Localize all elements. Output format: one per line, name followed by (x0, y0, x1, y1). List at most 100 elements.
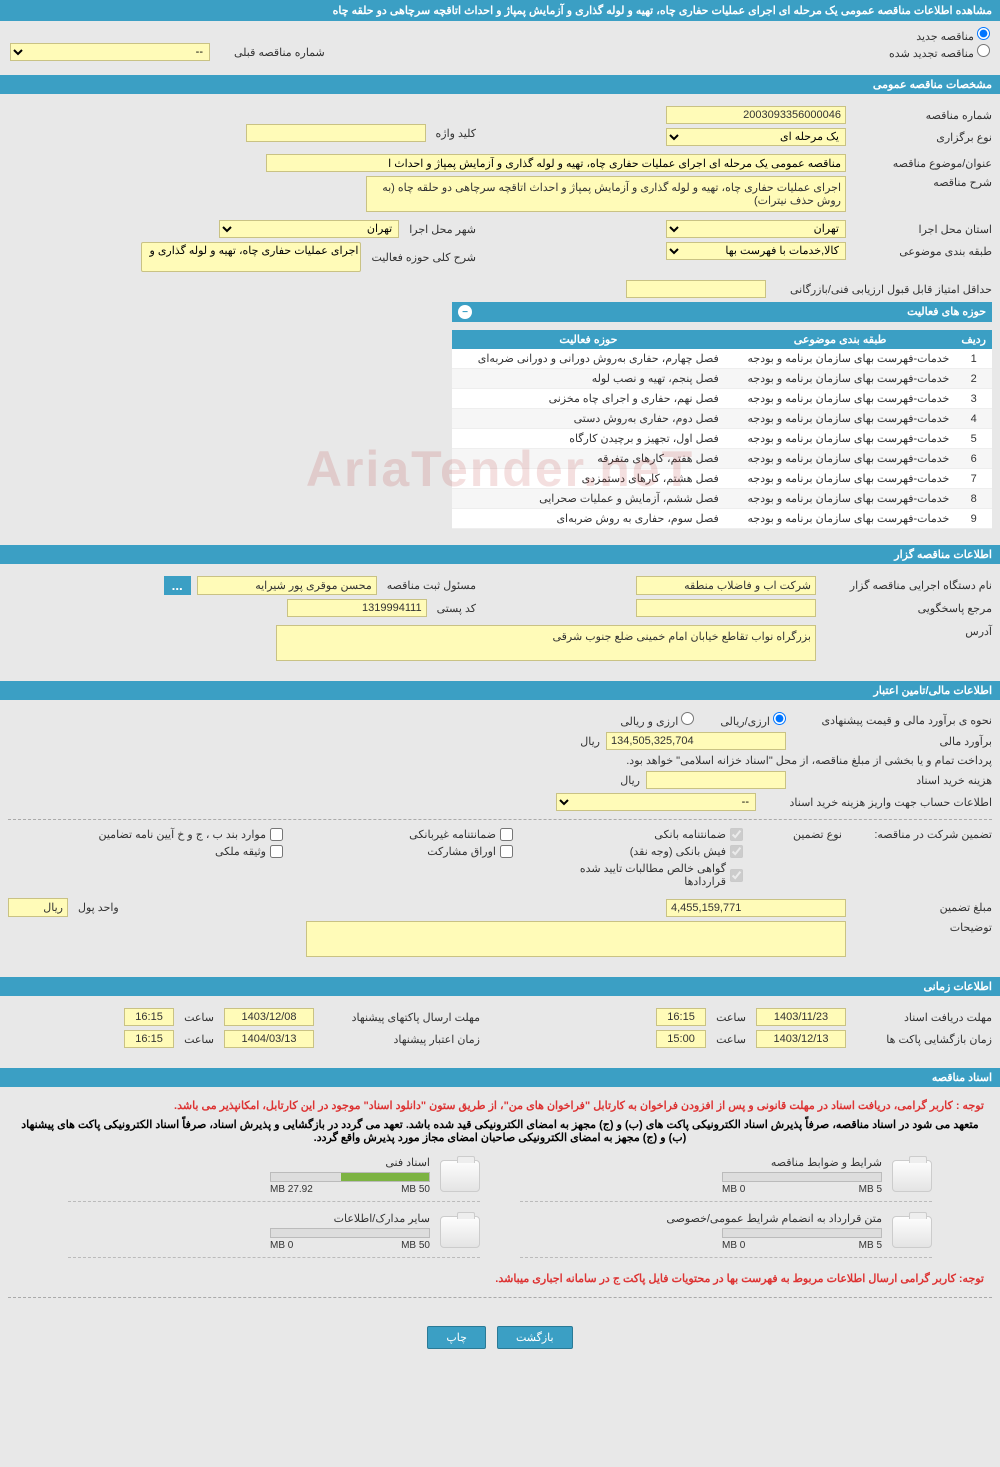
table-row: 8خدمات-فهرست بهای سازمان برنامه و بودجهف… (452, 489, 992, 509)
table-row: 2خدمات-فهرست بهای سازمان برنامه و بودجهف… (452, 369, 992, 389)
min-score-label: حداقل امتیاز قابل قبول ارزیابی فنی/بازرگ… (772, 283, 992, 296)
table-row: 5خدمات-فهرست بهای سازمان برنامه و بودجهف… (452, 429, 992, 449)
keyword-input[interactable] (246, 124, 426, 142)
chk-net-claims[interactable]: گواهی خالص مطالبات تایید شده قراردادها (543, 862, 743, 888)
estimate-label: برآورد مالی (792, 735, 992, 748)
postal-label: کد پستی (433, 602, 480, 615)
table-row: 1خدمات-فهرست بهای سازمان برنامه و بودجهف… (452, 349, 992, 369)
unit-label: واحد پول (74, 901, 123, 914)
folder-icon (892, 1216, 932, 1248)
collapse-icon[interactable]: − (458, 305, 472, 319)
doc-title: اسناد فنی (68, 1156, 430, 1169)
activity-scope-select[interactable]: اجرای عملیات حفاری چاه، تهیه و لوله گذار… (141, 242, 361, 272)
col-scope: حوزه فعالیت (452, 330, 725, 349)
separator (8, 819, 992, 820)
doc-item[interactable]: متن قرارداد به انضمام شرایط عمومی/خصوصی … (520, 1212, 932, 1258)
city-select[interactable]: تهران (219, 220, 399, 238)
postal-value: 1319994111 (287, 599, 427, 617)
account-select[interactable]: -- (556, 793, 756, 811)
chk-participation-bonds[interactable]: اوراق مشارکت (313, 845, 513, 858)
back-button[interactable]: بازگشت (497, 1326, 573, 1349)
category-select[interactable]: کالا,خدمات با فهرست بها (666, 242, 846, 260)
activity-panel-title: حوزه های فعالیت (907, 305, 986, 319)
prev-number-select[interactable]: -- (10, 43, 210, 61)
print-button[interactable]: چاپ (427, 1326, 486, 1349)
subject-input[interactable] (266, 154, 846, 172)
section-timing: اطلاعات زمانی (0, 977, 1000, 996)
progress-bar (722, 1172, 882, 1182)
table-row: 6خدمات-فهرست بهای سازمان برنامه و بودجهف… (452, 449, 992, 469)
city-label: شهر محل اجرا (405, 223, 480, 236)
responder-input[interactable] (636, 599, 816, 617)
opening-label: زمان بازگشایی پاکت ها (852, 1033, 992, 1046)
send-deadline-time: 16:15 (124, 1008, 174, 1026)
folder-icon (440, 1160, 480, 1192)
guarantee-amount-label: مبلغ تضمین (852, 901, 992, 914)
docs-notice-3: توجه: کاربر گرامی ارسال اطلاعات مربوط به… (8, 1268, 992, 1289)
send-deadline-date: 1403/12/08 (224, 1008, 314, 1026)
chk-property-doc[interactable]: وثیقه ملکی (83, 845, 283, 858)
validity-date: 1404/03/13 (224, 1030, 314, 1048)
guarantee-label: تضمین شرکت در مناقصه: (852, 828, 992, 841)
tender-mode-radios: مناقصه جدید مناقصه تجدید شده شماره مناقص… (0, 21, 1000, 67)
doc-size: 50 MB0 MB (270, 1240, 430, 1251)
table-row: 9خدمات-فهرست بهای سازمان برنامه و بودجهف… (452, 509, 992, 529)
guarantee-type-label: نوع تضمین (789, 828, 846, 841)
method-opt2[interactable]: ارزی و ریالی (620, 712, 694, 728)
desc-label: شرح مناقصه (852, 176, 992, 189)
doc-item[interactable]: سایر مدارک/اطلاعات 50 MB0 MB (68, 1212, 480, 1258)
estimate-value: 134,505,325,704 (606, 732, 786, 750)
folder-icon (440, 1216, 480, 1248)
org-value: شرکت اب و فاضلاب منطقه (636, 576, 816, 595)
section-financial: اطلاعات مالی/تامین اعتبار (0, 681, 1000, 700)
validity-label: زمان اعتبار پیشنهاد (320, 1033, 480, 1046)
currency-label-2: ریال (620, 774, 640, 787)
category-label: طبقه بندی موضوعی (852, 245, 992, 258)
activity-scope-label: شرح کلی حوزه فعالیت (367, 251, 480, 264)
progress-bar (722, 1228, 882, 1238)
radio-new[interactable]: مناقصه جدید (916, 31, 990, 43)
currency-label: ریال (580, 735, 600, 748)
chk-bank-receipt[interactable]: فیش بانکی (وجه نقد) (543, 845, 743, 858)
activity-table: ردیف طبقه بندی موضوعی حوزه فعالیت 1خدمات… (452, 330, 992, 529)
min-score-input[interactable] (626, 280, 766, 298)
address-label: آدرس (822, 625, 992, 638)
remarks-textarea[interactable] (306, 921, 846, 957)
doc-title: متن قرارداد به انضمام شرایط عمومی/خصوصی (520, 1212, 882, 1225)
doc-item[interactable]: شرایط و ضوابط مناقصه 5 MB0 MB (520, 1156, 932, 1202)
doc-item[interactable]: اسناد فنی 50 MB27.92 MB (68, 1156, 480, 1202)
progress-bar (270, 1228, 430, 1238)
doc-size: 50 MB27.92 MB (270, 1184, 430, 1195)
time-label-3: ساعت (180, 1011, 218, 1024)
prev-number-label: شماره مناقصه قبلی (230, 46, 329, 59)
validity-time: 16:15 (124, 1030, 174, 1048)
doc-cost-label: هزینه خرید اسناد (792, 774, 992, 787)
doc-title: شرایط و ضوابط مناقصه (520, 1156, 882, 1169)
doc-cost-input[interactable] (646, 771, 786, 789)
province-select[interactable]: تهران (666, 220, 846, 238)
chk-bylaw-items[interactable]: موارد بند ب ، ج و خ آیین نامه تضامین (83, 828, 283, 841)
separator-2 (8, 1297, 992, 1298)
time-label-2: ساعت (712, 1033, 750, 1046)
registrar-lookup-button[interactable]: ... (164, 576, 191, 595)
page-title: مشاهده اطلاعات مناقصه عمومی یک مرحله ای … (0, 0, 1000, 21)
progress-bar (270, 1172, 430, 1182)
method-opt1[interactable]: ارزی/ریالی (720, 712, 786, 728)
payment-note: پرداخت تمام و یا بخشی از مبلغ مناقصه، از… (626, 754, 992, 767)
province-label: استان محل اجرا (852, 223, 992, 236)
send-deadline-label: مهلت ارسال پاکتهای پیشنهاد (320, 1011, 480, 1024)
col-row: ردیف (955, 330, 992, 349)
account-label: اطلاعات حساب جهت واریز هزینه خرید اسناد (762, 796, 992, 809)
desc-textarea[interactable]: اجرای عملیات حفاری چاه، تهیه و لوله گذار… (366, 176, 846, 212)
chk-nonbank-guarantee[interactable]: ضمانتنامه غیربانکی (313, 828, 513, 841)
number-value: 2003093356000046 (666, 106, 846, 124)
radio-renewed[interactable]: مناقصه تجدید شده (889, 44, 990, 60)
address-value[interactable]: بزرگراه نواب تقاطع خیابان امام خمینی ضلع… (276, 625, 816, 661)
radio-new-label: مناقصه جدید (916, 31, 974, 43)
chk-bank-guarantee[interactable]: ضمانتنامه بانکی (543, 828, 743, 841)
doc-title: سایر مدارک/اطلاعات (68, 1212, 430, 1225)
keyword-label: کلید واژه (432, 127, 480, 140)
registrar-value: محسن موقری پور شیرایه (197, 576, 377, 595)
type-label: نوع برگزاری (852, 131, 992, 144)
type-select[interactable]: یک مرحله ای (666, 128, 846, 146)
